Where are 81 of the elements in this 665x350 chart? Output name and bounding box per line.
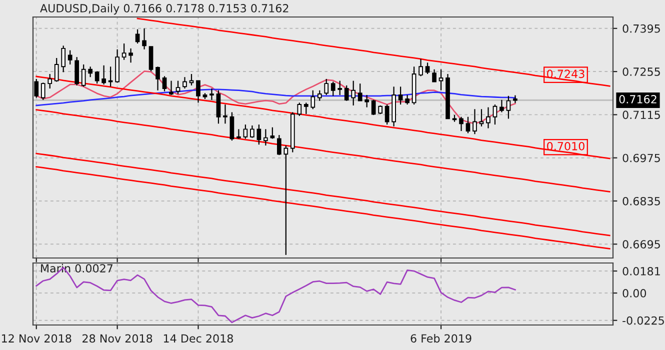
candlestick — [128, 48, 133, 64]
candlestick — [54, 57, 59, 82]
candlestick — [40, 82, 46, 100]
candlestick — [492, 104, 498, 126]
annotation: 0.7010 — [547, 142, 584, 150]
candlestick — [135, 28, 140, 44]
candlestick — [61, 45, 66, 73]
candlestick — [264, 128, 268, 146]
category-label: 14 Dec 2018 — [164, 334, 233, 343]
line-series — [136, 18, 610, 87]
candlestick — [94, 70, 100, 84]
candlestick — [142, 28, 146, 50]
candlestick — [405, 94, 410, 106]
candlestick — [196, 80, 200, 104]
candlestick — [243, 124, 248, 140]
chart-title: Marin 0.0027 — [41, 264, 113, 273]
candlestick — [500, 99, 504, 113]
candlestick — [438, 68, 444, 91]
candlestick — [162, 76, 167, 92]
candlestick — [48, 73, 52, 90]
candlestick — [216, 90, 221, 124]
candlestick — [169, 80, 174, 96]
line-series — [36, 152, 610, 236]
candlestick — [324, 78, 329, 96]
candlestick — [230, 112, 234, 142]
candlestick — [364, 94, 370, 108]
candlestick — [256, 124, 262, 146]
candlestick — [304, 102, 308, 115]
y-tick-label: 0.6835 — [622, 196, 660, 206]
candlestick — [102, 64, 106, 86]
candlestick — [210, 88, 214, 100]
category-label: 12 Nov 2018 — [2, 334, 72, 343]
candlestick — [176, 80, 180, 95]
y-tick-label: -0.0225 — [622, 316, 664, 325]
candlestick — [338, 80, 342, 96]
candlestick — [34, 78, 39, 98]
candlestick — [384, 104, 390, 126]
y-tick-label: 0.7395 — [622, 24, 660, 33]
line-series — [36, 166, 610, 250]
candlestick — [122, 42, 126, 60]
candlestick — [371, 99, 376, 116]
y-tick-label: 0.00 — [622, 289, 646, 298]
category-label: 28 Nov 2018 — [82, 334, 152, 343]
candlestick — [432, 68, 436, 82]
ref-line-label: 0.7162 — [619, 95, 656, 104]
candlestick — [351, 80, 356, 106]
candlestick — [88, 66, 92, 78]
candlestick — [425, 62, 430, 75]
candlestick — [182, 76, 187, 90]
category-label: 6 Feb 2019 — [410, 334, 472, 343]
candlestick — [459, 116, 464, 132]
candlestick — [250, 124, 254, 138]
candlestick — [74, 56, 80, 86]
candlestick — [297, 102, 302, 116]
candlestick — [223, 104, 228, 124]
y-tick-label: 0.7115 — [622, 110, 660, 120]
candlestick — [398, 86, 403, 106]
candlestick — [344, 84, 349, 102]
candlestick — [81, 64, 86, 88]
candlestick — [276, 134, 282, 156]
candlestick — [148, 46, 154, 72]
candlestick — [513, 94, 518, 104]
annotation: 0.7243 — [547, 70, 584, 78]
candlestick — [68, 50, 72, 66]
candlestick — [506, 95, 511, 120]
candlestick — [358, 83, 362, 102]
candlestick — [284, 144, 288, 256]
y-tick-label: 0.6975 — [622, 154, 660, 162]
candlestick — [317, 90, 322, 102]
candlestick — [466, 116, 470, 134]
y-tick-label: 0.0181 — [622, 267, 660, 276]
y-tick-label: 0.7255 — [622, 68, 660, 76]
candlestick — [156, 66, 160, 91]
line-series — [36, 109, 610, 192]
chart-title: AUDUSD,Daily 0.7166 0.7178 0.7153 0.7162 — [40, 4, 288, 15]
candlestick — [330, 81, 336, 96]
candlestick — [310, 90, 316, 110]
candlestick — [472, 108, 477, 135]
y-tick-label: 0.6695 — [622, 240, 660, 249]
candlestick — [418, 58, 423, 77]
candlestick — [486, 106, 490, 129]
